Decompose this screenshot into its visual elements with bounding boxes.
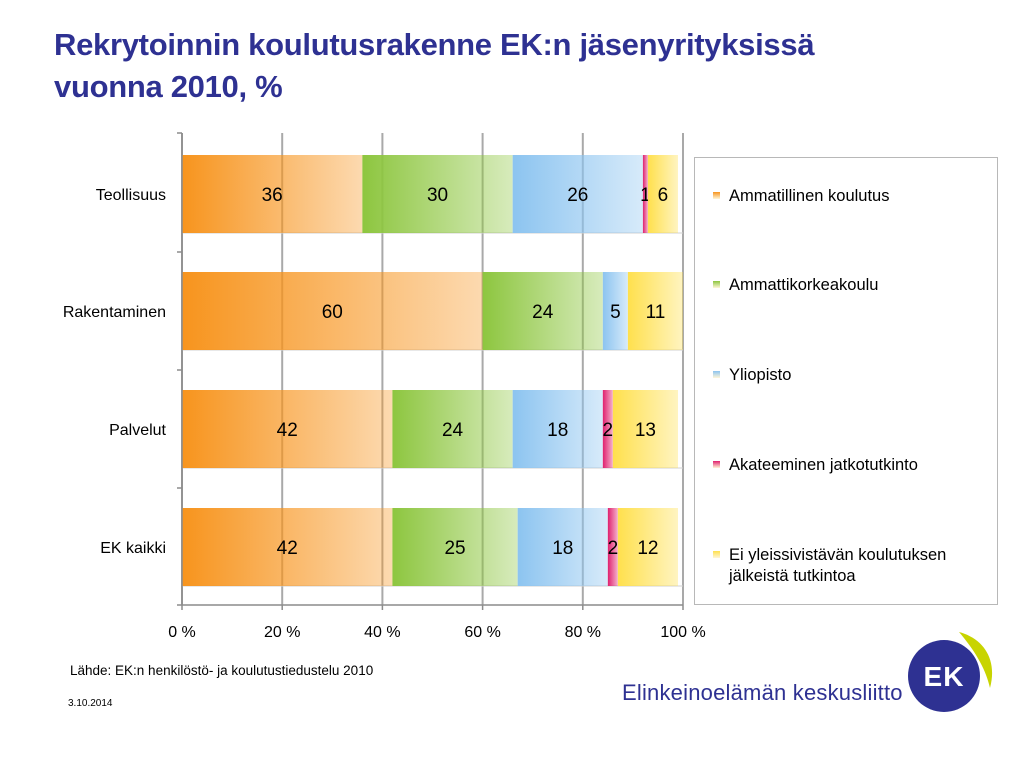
data-label: 26 [567,185,588,206]
bar-segment [182,390,393,468]
logo-green-swoosh [959,632,993,688]
bar-segment [612,390,678,468]
data-label: 36 [262,185,283,206]
data-label: 13 [635,420,656,441]
bar-segment [392,508,518,586]
data-label: 18 [552,538,573,559]
bar-segment [512,390,603,468]
date-label: 3.10.2014 [68,698,113,709]
data-label: 6 [658,185,669,206]
bar-segment [642,155,648,233]
data-label: 12 [637,538,658,559]
data-label: 60 [322,302,343,323]
title-line-1: Rekrytoinnin koulutusrakenne EK:n jäseny… [54,27,815,62]
data-label: 11 [646,302,666,323]
bar-segment [602,390,613,468]
legend-label: Akateeminen jatkotutkinto [729,456,918,474]
x-tick-label: 60 % [464,624,500,641]
bar-segment [392,390,513,468]
data-label: 18 [547,420,568,441]
category-label: EK kaikki [100,540,166,557]
x-tick-label: 100 % [660,624,705,641]
chart-legend: Ammatillinen koulutus Ammattikorkeakoulu… [694,157,998,605]
x-tick-label: 40 % [364,624,400,641]
data-label: 30 [427,185,448,206]
legend-swatch [713,281,720,288]
bar-segment [482,272,603,350]
bar-segment [512,155,643,233]
bar-segment [647,155,678,233]
bar-segment [627,272,683,350]
ek-logo: EK [908,632,993,712]
category-label: Palvelut [109,422,166,439]
logo-text: EK [924,661,965,692]
data-label: 25 [444,538,465,559]
legend-label: Ei yleissivistävän koulutuksen jälkeistä… [729,546,947,585]
logo-blue-circle [908,640,980,712]
bar-segment [182,155,363,233]
x-tick-label: 0 % [168,624,196,641]
organization-name: Elinkeinoelämän keskusliitto [622,680,903,705]
bar-segment [617,508,678,586]
bar-segment [182,272,483,350]
legend-label: Yliopisto [729,366,792,384]
bar-segment [607,508,618,586]
legend-label: Ammattikorkeakoulu [729,276,879,294]
category-label: Teollisuus [96,187,166,204]
x-tick-label: 20 % [264,624,300,641]
bar-segment [362,155,513,233]
data-label: 24 [532,302,554,323]
bar-segment [517,508,608,586]
legend-swatch [713,551,720,558]
chart-axes: Teollisuus Rakentaminen Palvelut EK kaikki 0… [63,132,706,641]
data-label: 5 [610,302,621,323]
x-tick-label: 80 % [565,624,601,641]
data-label: 1 [640,185,651,206]
title-line-2: vuonna 2010, % [54,69,283,104]
source-note: Lähde: EK:n henkilöstö- ja koulutustiedu… [70,663,374,678]
data-label: 42 [277,538,298,559]
legend-swatch [713,461,720,468]
data-label: 2 [603,420,614,441]
data-label: 2 [608,538,619,559]
data-label: 42 [277,420,298,441]
legend-swatch [713,192,720,199]
bar-segment [182,508,393,586]
page-title: Rekrytoinnin koulutusrakenne EK:n jäseny… [54,24,994,108]
chart-bars: 36 30 26 1 6 60 24 5 11 42 24 18 2 13 42 25 18 2 12 [182,155,683,586]
legend-label: Ammatillinen koulutus [729,187,890,205]
data-label: 24 [442,420,464,441]
category-label: Rakentaminen [63,304,166,321]
bar-segment [602,272,628,350]
legend-swatch [713,371,720,378]
